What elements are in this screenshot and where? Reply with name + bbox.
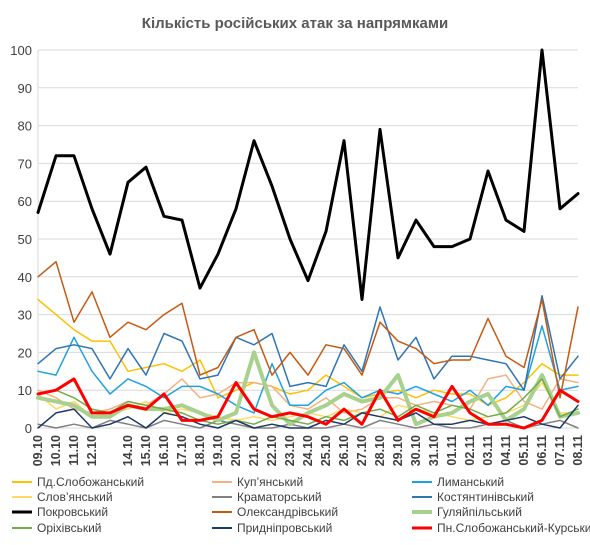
x-tick-label: 08.11 <box>571 435 585 466</box>
x-tick-label: 15.10 <box>139 435 153 466</box>
y-tick-label: 50 <box>18 232 32 247</box>
legend-label: Краматорський <box>237 490 322 504</box>
legend-label: Оріхівський <box>37 521 102 535</box>
x-tick-label: 26.10 <box>337 435 351 466</box>
legend-label: Лиманський <box>437 475 504 489</box>
x-tick-label: 01.11 <box>445 435 459 466</box>
x-tick-label: 20.10 <box>229 435 243 466</box>
y-tick-label: 80 <box>18 119 32 134</box>
x-tick-label: 21.10 <box>247 435 261 466</box>
x-tick-label: 05.11 <box>517 435 531 466</box>
series-line-5 <box>37 294 579 391</box>
x-tick-label: 19.10 <box>211 435 225 466</box>
x-tick-label: 04.11 <box>499 435 513 466</box>
legend-label: Костянтинівський <box>437 490 534 504</box>
y-tick-label: 40 <box>18 270 32 285</box>
x-tick-label: 17.10 <box>175 435 189 466</box>
x-tick-label: 14.10 <box>121 435 135 466</box>
x-tick-label: 12.10 <box>85 435 99 466</box>
x-tick-label: 28.10 <box>373 435 387 466</box>
legend-label: Покровський <box>37 505 108 519</box>
y-tick-label: 0 <box>25 421 32 436</box>
series-line-7 <box>37 260 579 399</box>
y-tick-label: 60 <box>18 194 32 209</box>
y-tick-label: 10 <box>18 383 32 398</box>
x-tick-label: 24.10 <box>301 435 315 466</box>
y-tick-label: 70 <box>18 156 32 171</box>
y-tick-label: 100 <box>10 43 32 58</box>
y-tick-label: 90 <box>18 81 32 96</box>
x-tick-label: 18.10 <box>193 435 207 466</box>
chart-title: Кількість російських атак за напрямками <box>142 15 448 32</box>
x-tick-label: 10.10 <box>49 435 63 466</box>
legend-label: Пн.Слобожанський-Курський <box>437 521 590 535</box>
x-tick-label: 23.10 <box>283 435 297 466</box>
x-tick-label: 07.11 <box>553 435 567 466</box>
x-tick-label: 27.10 <box>355 435 369 466</box>
legend-label: Гуляйпільський <box>437 505 522 519</box>
x-tick-label: 25.10 <box>319 435 333 466</box>
x-tick-label: 02.11 <box>463 435 477 466</box>
y-tick-label: 20 <box>18 345 32 360</box>
series-line-2 <box>37 325 579 414</box>
x-tick-label: 30.10 <box>409 435 423 466</box>
x-tick-label: 31.10 <box>427 435 441 466</box>
series-line-6 <box>36 48 580 301</box>
x-tick-label: 29.10 <box>391 435 405 466</box>
legend-label: Куп’янський <box>237 475 303 489</box>
legend-label: Слов’янський <box>37 490 113 504</box>
series-line-9 <box>37 378 579 425</box>
series-lines <box>36 48 580 430</box>
axes: 0 10 20 30 40 50 60 70 80 90 100 09.10 10.10 11.10 12.… <box>10 43 585 466</box>
legend-label: Олександрівський <box>237 505 338 519</box>
series-line-11 <box>36 377 580 430</box>
x-tick-label: 09.10 <box>31 435 45 466</box>
x-tick-label: 22.10 <box>265 435 279 466</box>
legend-label: Пд.Слобожанський <box>37 475 144 489</box>
legend: Пд.Слобожанський Куп’янський Лиманський Сло… <box>12 475 590 535</box>
x-tick-label: 11.10 <box>67 435 81 466</box>
x-tick-label: 16.10 <box>157 435 171 466</box>
x-tick-label: 03.11 <box>481 435 495 466</box>
legend-label: Придніпровський <box>237 521 332 535</box>
y-tick-label: 30 <box>18 308 32 323</box>
x-tick-label: 06.11 <box>535 435 549 466</box>
